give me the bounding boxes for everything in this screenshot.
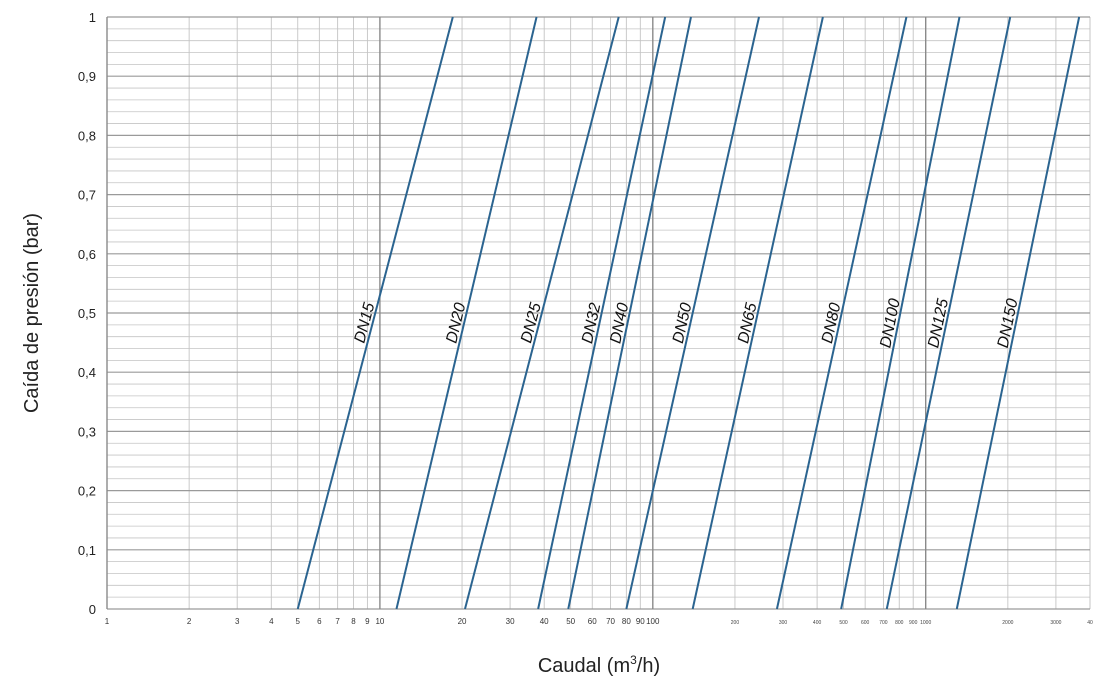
x-tick-label: 3000 xyxy=(1050,620,1061,626)
x-tick-label: 30 xyxy=(506,617,515,626)
x-tick-label: 7 xyxy=(335,617,340,626)
y-tick-labels: 0 0,1 0,2 0,3 0,4 0,5 0,6 0,7 0,8 0,9 1 xyxy=(78,10,96,617)
series-line-dn125 xyxy=(885,16,1012,610)
x-tick-label: 1 xyxy=(105,617,110,626)
y-tick-label: 0,1 xyxy=(78,543,96,558)
y-tick-label: 0,9 xyxy=(78,69,96,84)
x-tick-label: 400 xyxy=(813,620,822,626)
y-tick-label: 0,4 xyxy=(78,365,96,380)
series-line-dn65 xyxy=(691,16,824,610)
series-label-dn150: DN150 xyxy=(995,297,1022,349)
x-tick-label: 3 xyxy=(235,617,240,626)
x-tick-label: 200 xyxy=(731,620,740,626)
series-label-dn65: DN65 xyxy=(735,301,760,345)
x-tick-label: 80 xyxy=(622,617,631,626)
series-line-dn15 xyxy=(296,16,454,610)
x-tick-label: 6 xyxy=(317,617,322,626)
x-tick-label: 700 xyxy=(879,620,888,626)
series-line-dn32 xyxy=(537,16,667,610)
x-tick-label: 40 xyxy=(540,617,549,626)
series-line-dn100 xyxy=(840,16,961,610)
x-axis-title-suffix: /h) xyxy=(637,655,660,677)
x-tick-label: 40 xyxy=(1087,620,1093,626)
x-tick-label: 1000 xyxy=(920,620,931,626)
x-tick-label: 600 xyxy=(861,620,870,626)
x-tick-label: 5 xyxy=(296,617,301,626)
x-tick-label: 4 xyxy=(269,617,274,626)
series-lines xyxy=(296,16,1081,610)
x-tick-label: 900 xyxy=(909,620,918,626)
x-tick-label: 2000 xyxy=(1002,620,1013,626)
series-line-dn80 xyxy=(775,16,908,610)
x-tick-label: 20 xyxy=(458,617,467,626)
series-label-dn125: DN125 xyxy=(925,297,952,349)
major-gridlines xyxy=(106,16,1090,610)
x-tick-label: 800 xyxy=(895,620,904,626)
x-axis-title-main: Caudal (m xyxy=(538,655,630,677)
x-tick-label: 100 xyxy=(646,617,660,626)
series-label-dn32: DN32 xyxy=(579,301,604,345)
series-label-dn100: DN100 xyxy=(877,297,903,349)
x-tick-label: 2 xyxy=(187,617,192,626)
series-label-dn25: DN25 xyxy=(518,301,545,345)
x-tick-label: 500 xyxy=(839,620,848,626)
series-labels: DN15 DN20 DN25 DN32 DN40 DN50 DN65 DN80 DN100 DN1… xyxy=(352,297,1022,349)
x-tick-label: 50 xyxy=(566,617,575,626)
series-line-dn20 xyxy=(395,16,538,610)
x-tick-labels: 1 2 3 4 5 6 7 8 9 10 20 30 40 50 60 70 80 90 100 200 300 400 5… xyxy=(105,617,1093,626)
y-tick-label: 0,5 xyxy=(78,306,96,321)
x-tick-label: 60 xyxy=(588,617,597,626)
x-tick-label: 300 xyxy=(779,620,788,626)
y-tick-label: 1 xyxy=(89,10,96,25)
series-label-dn40: DN40 xyxy=(607,301,632,345)
y-tick-label: 0,6 xyxy=(78,247,96,262)
y-tick-label: 0,7 xyxy=(78,188,96,203)
x-tick-label: 70 xyxy=(606,617,615,626)
series-line-dn40 xyxy=(567,16,692,610)
x-tick-label: 90 xyxy=(636,617,645,626)
x-tick-label: 8 xyxy=(351,617,356,626)
x-axis-title: Caudal (m3/h) xyxy=(538,653,660,677)
y-tick-label: 0,2 xyxy=(78,484,96,499)
series-line-dn25 xyxy=(464,16,620,610)
x-tick-label: 10 xyxy=(375,617,384,626)
x-tick-label: 9 xyxy=(365,617,370,626)
series-label-dn80: DN80 xyxy=(819,301,844,345)
series-label-dn15: DN15 xyxy=(352,301,379,345)
series-label-dn20: DN20 xyxy=(443,301,469,345)
y-axis-title: Caída de presión (bar) xyxy=(21,213,43,413)
series-line-dn50 xyxy=(625,16,760,610)
series-line-dn150 xyxy=(955,16,1081,610)
series-label-dn50: DN50 xyxy=(670,301,696,345)
y-tick-label: 0 xyxy=(89,602,96,617)
y-tick-label: 0,8 xyxy=(78,128,96,143)
y-tick-label: 0,3 xyxy=(78,424,96,439)
x-axis-title-sup: 3 xyxy=(630,653,637,667)
